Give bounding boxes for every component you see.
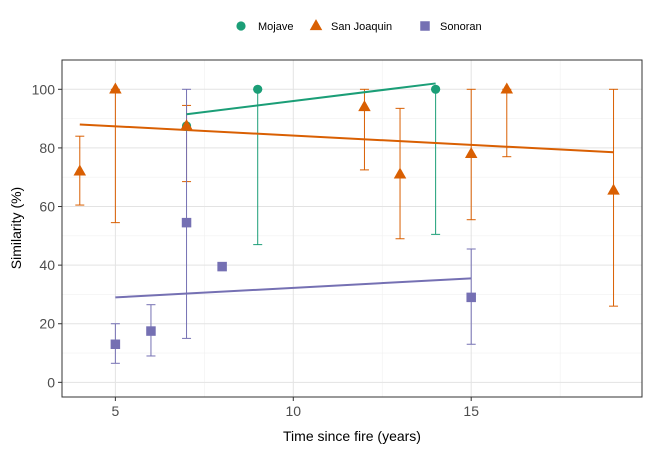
plot-border xyxy=(61,59,643,398)
san-joaquin-point xyxy=(500,82,514,94)
san-joaquin-point xyxy=(73,164,87,176)
y-tick-label: 0 xyxy=(47,374,55,390)
legend-item-mojave: Mojave xyxy=(236,21,293,33)
sonoran-point xyxy=(466,292,476,303)
san-joaquin-error-bar xyxy=(609,88,619,307)
legend-label-san-joaquin: San Joaquin xyxy=(331,21,392,33)
mojave-trend-line xyxy=(186,82,436,116)
legend-label-mojave: Mojave xyxy=(258,21,293,33)
y-tick-label: 20 xyxy=(39,316,55,332)
x-axis-title: Time since fire (years) xyxy=(283,428,421,444)
legend-key-sonoran xyxy=(420,21,430,31)
y-tick-label: 100 xyxy=(32,81,56,97)
sonoran-point xyxy=(110,339,121,350)
san-joaquin-point xyxy=(393,167,407,179)
sonoran-point xyxy=(217,261,227,272)
legend-key-san-joaquin xyxy=(309,19,323,31)
sonoran-point xyxy=(146,326,156,336)
data-points xyxy=(73,82,620,350)
legend-item-san-joaquin: San Joaquin xyxy=(309,19,392,33)
san-joaquin-trend-line xyxy=(79,123,614,154)
y-axis-title: Similarity (%) xyxy=(8,187,24,269)
san-joaquin-point xyxy=(180,119,193,131)
legend-item-sonoran: Sonoran xyxy=(420,21,482,33)
plot-panel xyxy=(62,60,642,397)
legend: Mojave San Joaquin Sonoran xyxy=(236,19,482,33)
mojave-point xyxy=(253,84,263,94)
y-tick-label: 80 xyxy=(39,140,55,156)
sonoran-trend-line xyxy=(115,277,472,299)
san-joaquin-point xyxy=(607,183,620,195)
san-joaquin-point xyxy=(358,100,371,112)
y-tick-label: 60 xyxy=(39,199,55,215)
mojave-point xyxy=(431,84,441,94)
san-joaquin-point xyxy=(464,146,478,158)
x-tick-label: 5 xyxy=(111,403,119,419)
x-tick-label: 15 xyxy=(463,403,479,419)
axes: 5 10 15 0 20 40 60 80 100 xyxy=(32,81,480,419)
legend-label-sonoran: Sonoran xyxy=(440,21,482,33)
y-tick-label: 40 xyxy=(39,257,55,273)
legend-key-mojave xyxy=(236,21,246,31)
sonoran-point xyxy=(181,217,192,228)
san-joaquin-point xyxy=(109,82,122,94)
trend-lines xyxy=(79,82,614,299)
x-tick-label: 10 xyxy=(285,403,301,419)
